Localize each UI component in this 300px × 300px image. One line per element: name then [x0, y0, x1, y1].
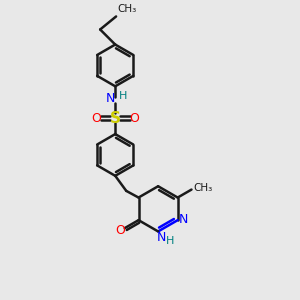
Text: CH₃: CH₃ — [194, 183, 213, 193]
Text: N: N — [106, 92, 116, 105]
Text: O: O — [130, 112, 140, 125]
Text: CH₃: CH₃ — [118, 4, 137, 14]
Text: O: O — [91, 112, 101, 125]
Text: H: H — [166, 236, 175, 246]
Text: N: N — [179, 213, 188, 226]
Text: N: N — [156, 231, 166, 244]
Text: O: O — [116, 224, 125, 237]
Text: H: H — [119, 91, 128, 100]
Text: S: S — [110, 111, 121, 126]
